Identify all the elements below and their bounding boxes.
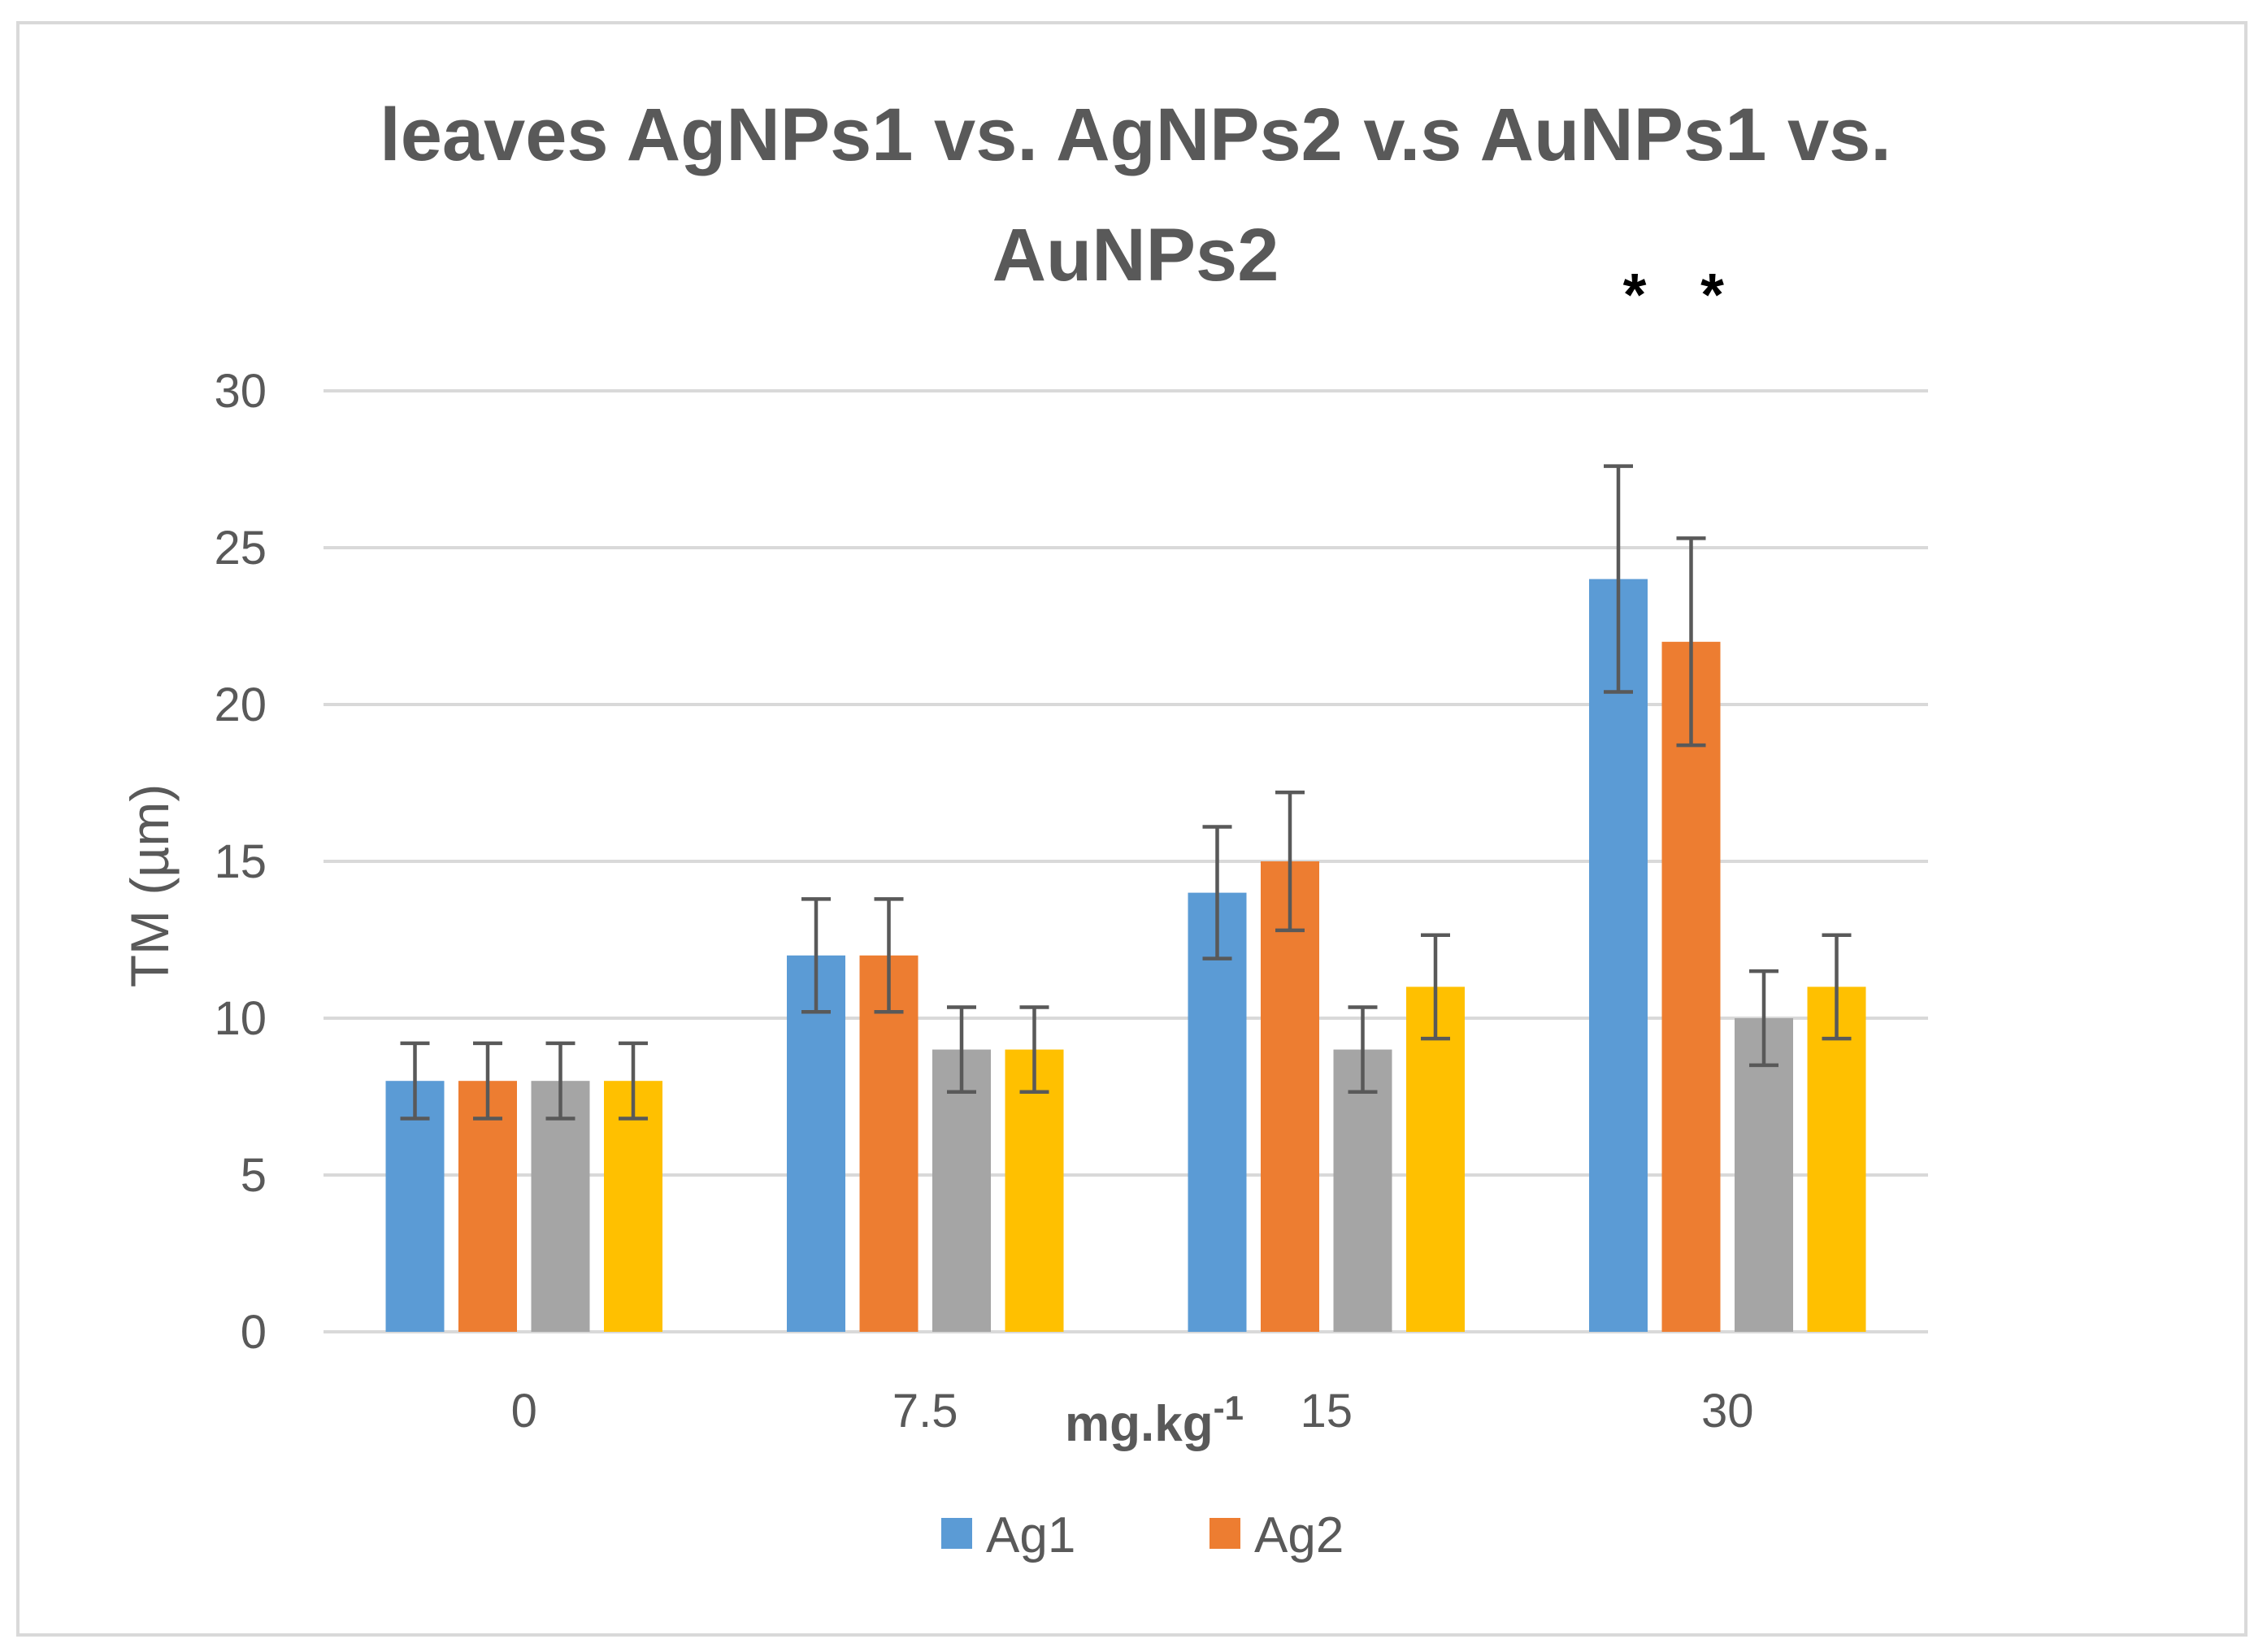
bar [932, 1049, 991, 1332]
y-tick-label: 30 [214, 365, 267, 418]
error-bars [400, 464, 1852, 1121]
y-tick-label: 5 [241, 1149, 267, 1202]
significance-star: * [1700, 261, 1724, 328]
bar [1333, 1049, 1392, 1332]
x-axis-label-superscript: -1 [1214, 1389, 1244, 1427]
y-axis-ticks: 0 5 10 15 20 25 30 [214, 365, 267, 1359]
bar [1807, 986, 1866, 1332]
gridlines [324, 389, 1928, 1333]
bar [787, 955, 845, 1332]
x-tick-label: 7.5 [892, 1385, 958, 1437]
significance-star: * [1623, 261, 1647, 328]
legend: Ag1 Ag2 [941, 1507, 1344, 1563]
y-axis-label: TM (µm) [119, 784, 180, 988]
bar [458, 1081, 517, 1332]
legend-label: Ag1 [986, 1507, 1075, 1563]
x-tick-label: 0 [511, 1385, 537, 1437]
bar-series [385, 579, 1866, 1332]
legend-label: Ag2 [1254, 1507, 1344, 1563]
chart-frame [16, 21, 2247, 1637]
x-axis-label-text: mg.kg [1065, 1396, 1214, 1452]
y-tick-label: 25 [214, 522, 267, 575]
y-tick-label: 20 [214, 679, 267, 731]
bar [1188, 892, 1247, 1332]
bar [1661, 641, 1721, 1332]
x-tick-label: 30 [1701, 1385, 1754, 1437]
x-axis-label: mg.kg-1 [1065, 1389, 1244, 1452]
bar [1406, 986, 1465, 1332]
legend-swatch [1210, 1518, 1240, 1549]
bar [1005, 1049, 1064, 1332]
bar [385, 1081, 445, 1332]
x-tick-label: 15 [1300, 1385, 1353, 1437]
y-tick-label: 0 [241, 1306, 267, 1359]
bar [1735, 1018, 1793, 1332]
bar [1261, 861, 1319, 1332]
y-tick-label: 10 [214, 992, 267, 1045]
bar [1589, 579, 1648, 1332]
bar [859, 955, 919, 1332]
legend-swatch [941, 1518, 972, 1549]
bar [531, 1081, 590, 1332]
chart-title-line-1: leaves AgNPs1 vs. AgNPs2 v.s AuNPs1 vs. [380, 93, 1891, 176]
significance-annotations: * * [1623, 261, 1725, 328]
y-tick-label: 15 [214, 835, 267, 888]
chart-title-line-2: AuNPs2 [992, 214, 1279, 297]
bar [604, 1081, 662, 1332]
x-axis-ticks: 0 7.5 15 30 [511, 1385, 1754, 1437]
